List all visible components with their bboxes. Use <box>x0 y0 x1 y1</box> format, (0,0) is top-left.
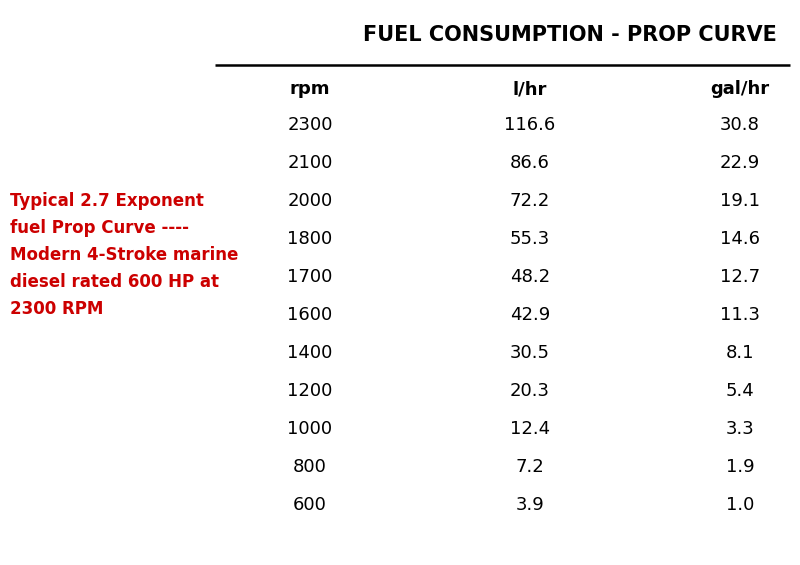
Text: 600: 600 <box>293 496 327 514</box>
Text: FUEL CONSUMPTION - PROP CURVE: FUEL CONSUMPTION - PROP CURVE <box>363 25 777 45</box>
Text: 20.3: 20.3 <box>510 382 550 400</box>
Text: 12.7: 12.7 <box>720 268 760 286</box>
Text: 5.4: 5.4 <box>726 382 754 400</box>
Text: 1600: 1600 <box>287 306 333 324</box>
Text: 1800: 1800 <box>287 230 333 248</box>
Text: 30.5: 30.5 <box>510 344 550 362</box>
Text: 14.6: 14.6 <box>720 230 760 248</box>
Text: 800: 800 <box>293 458 327 476</box>
Text: 12.4: 12.4 <box>510 420 550 438</box>
Text: 2000: 2000 <box>287 192 333 210</box>
Text: 19.1: 19.1 <box>720 192 760 210</box>
Text: 42.9: 42.9 <box>510 306 550 324</box>
Text: 22.9: 22.9 <box>720 154 760 172</box>
Text: 1.0: 1.0 <box>726 496 754 514</box>
Text: 1000: 1000 <box>287 420 333 438</box>
Text: 1400: 1400 <box>287 344 333 362</box>
Text: 3.9: 3.9 <box>516 496 544 514</box>
Text: rpm: rpm <box>290 80 330 98</box>
Text: 3.3: 3.3 <box>726 420 754 438</box>
Text: 86.6: 86.6 <box>510 154 550 172</box>
Text: 1700: 1700 <box>287 268 333 286</box>
Text: 11.3: 11.3 <box>720 306 760 324</box>
Text: gal/hr: gal/hr <box>710 80 770 98</box>
Text: 1.9: 1.9 <box>726 458 754 476</box>
Text: 2100: 2100 <box>287 154 333 172</box>
Text: 8.1: 8.1 <box>726 344 754 362</box>
Text: 2300: 2300 <box>287 116 333 134</box>
Text: Typical 2.7 Exponent
fuel Prop Curve ----
Modern 4-Stroke marine
diesel rated 60: Typical 2.7 Exponent fuel Prop Curve ---… <box>10 192 238 318</box>
Text: 116.6: 116.6 <box>504 116 556 134</box>
Text: 72.2: 72.2 <box>510 192 550 210</box>
Text: l/hr: l/hr <box>513 80 547 98</box>
Text: 1200: 1200 <box>287 382 333 400</box>
Text: 55.3: 55.3 <box>510 230 550 248</box>
Text: 30.8: 30.8 <box>720 116 760 134</box>
Text: 48.2: 48.2 <box>510 268 550 286</box>
Text: 7.2: 7.2 <box>516 458 544 476</box>
